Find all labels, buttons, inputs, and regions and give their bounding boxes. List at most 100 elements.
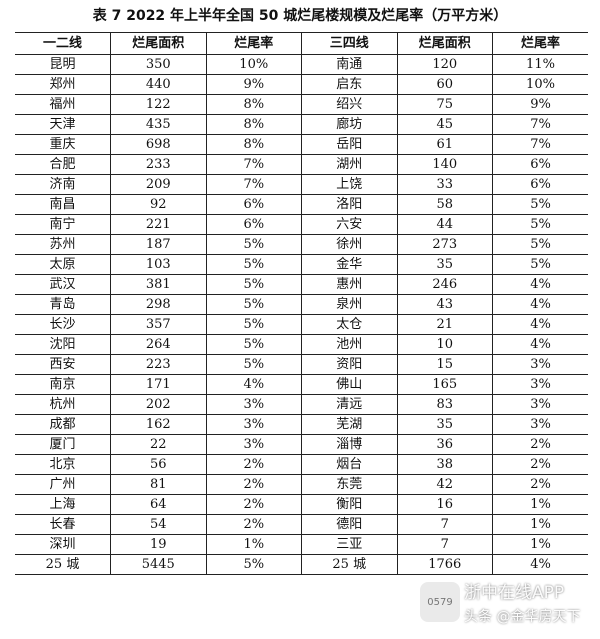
table-row: 深圳 19 1% 三亚 7 1% — [15, 534, 588, 555]
table-cell: 264 — [110, 334, 206, 355]
table-cell: 25 城 — [15, 554, 111, 575]
table-cell: 44 — [396, 214, 493, 235]
table-cell: 3% — [205, 414, 302, 435]
table-cell: 1% — [205, 534, 302, 555]
table-cell: 4% — [492, 274, 588, 295]
table-cell: 171 — [110, 374, 206, 395]
table-cell: 36 — [396, 434, 493, 455]
watermark-line1: 浙中在线APP — [464, 583, 565, 603]
table-cell: 太仓 — [301, 314, 397, 335]
table-row: 长春 54 2% 德阳 7 1% — [15, 514, 588, 535]
table-cell: 3% — [205, 434, 302, 455]
table-cell: 2% — [205, 514, 302, 535]
table-cell: 3% — [492, 354, 588, 375]
table-cell: 5% — [205, 314, 302, 335]
table-cell: 8% — [205, 94, 302, 115]
table-cell: 209 — [110, 174, 206, 195]
table-cell: 2% — [205, 474, 302, 495]
table-cell: 435 — [110, 114, 206, 135]
table-cell: 6% — [492, 154, 588, 175]
table-cell: 22 — [110, 434, 206, 455]
table-cell: 61 — [396, 134, 493, 155]
table-cell: 221 — [110, 214, 206, 235]
table-cell: 42 — [396, 474, 493, 495]
table-cell: 60 — [396, 74, 493, 95]
table-cell: 92 — [110, 194, 206, 215]
table-cell: 南京 — [15, 374, 111, 395]
table-cell: 75 — [396, 94, 493, 115]
table-cell: 7 — [396, 534, 493, 555]
table-cell: 233 — [110, 154, 206, 175]
table-cell: 重庆 — [15, 134, 111, 155]
table-cell: 昆明 — [15, 54, 111, 75]
table-cell: 140 — [396, 154, 493, 175]
table-cell: 南宁 — [15, 214, 111, 235]
table-cell: 440 — [110, 74, 206, 95]
table-cell: 7% — [205, 154, 302, 175]
table-title: 表 7 2022 年上半年全国 50 城烂尾楼规模及烂尾率（万平方米） — [92, 8, 508, 24]
column-header: 烂尾率 — [492, 32, 588, 55]
table-row: 福州 122 8% 绍兴 75 9% — [15, 94, 588, 115]
table-row: 重庆 698 8% 岳阳 61 7% — [15, 134, 588, 155]
column-header: 一二线 — [15, 32, 111, 55]
table-cell: 202 — [110, 394, 206, 415]
table-cell: 上海 — [15, 494, 111, 515]
table-cell: 六安 — [301, 214, 397, 235]
table-cell: 35 — [396, 414, 493, 435]
table-row: 广州 81 2% 东莞 42 2% — [15, 474, 588, 495]
table-cell: 56 — [110, 454, 206, 475]
table-cell: 3% — [492, 414, 588, 435]
table-cell: 223 — [110, 354, 206, 375]
table-cell: 金华 — [301, 254, 397, 275]
table-cell: 7% — [492, 114, 588, 135]
table-cell: 6% — [205, 214, 302, 235]
table-cell: 45 — [396, 114, 493, 135]
table-cell: 1% — [492, 534, 588, 555]
table-cell: 东莞 — [301, 474, 397, 495]
table-cell: 187 — [110, 234, 206, 255]
table-cell: 64 — [110, 494, 206, 515]
table-cell: 1766 — [396, 554, 493, 575]
table-cell: 8% — [205, 134, 302, 155]
table-cell: 广州 — [15, 474, 111, 495]
table-cell: 厦门 — [15, 434, 111, 455]
table-row: 杭州 202 3% 清远 83 3% — [15, 394, 588, 415]
table-cell: 7% — [492, 134, 588, 155]
table-cell: 天津 — [15, 114, 111, 135]
table-cell: 11% — [492, 54, 588, 75]
table-cell: 沈阳 — [15, 334, 111, 355]
table-cell: 深圳 — [15, 534, 111, 555]
table-cell: 3% — [205, 394, 302, 415]
table-cell: 南通 — [301, 54, 397, 75]
table-cell: 15 — [396, 354, 493, 375]
table-cell: 21 — [396, 314, 493, 335]
table-cell: 5% — [492, 214, 588, 235]
table-cell: 2% — [205, 454, 302, 475]
table-cell: 35 — [396, 254, 493, 275]
table-cell: 成都 — [15, 414, 111, 435]
table-cell: 5% — [205, 554, 302, 575]
table-row: 上海 64 2% 衡阳 16 1% — [15, 494, 588, 515]
table-cell: 郑州 — [15, 74, 111, 95]
column-header: 三四线 — [301, 32, 397, 55]
table-cell: 381 — [110, 274, 206, 295]
watermark-logo-icon: 0579 — [420, 582, 460, 622]
table-cell: 16 — [396, 494, 493, 515]
table-cell: 6% — [492, 174, 588, 195]
table-cell: 4% — [492, 334, 588, 355]
table-cell: 5% — [205, 294, 302, 315]
table-cell: 6% — [205, 194, 302, 215]
table-cell: 162 — [110, 414, 206, 435]
table-row: 南宁 221 6% 六安 44 5% — [15, 214, 588, 235]
table-cell: 3% — [492, 394, 588, 415]
table-row: 济南 209 7% 上饶 33 6% — [15, 174, 588, 195]
table-cell: 273 — [396, 234, 493, 255]
table-cell: 长春 — [15, 514, 111, 535]
table-cell: 10% — [205, 54, 302, 75]
table-cell: 5% — [492, 234, 588, 255]
table-cell: 佛山 — [301, 374, 397, 395]
table-row: 合肥 233 7% 湖州 140 6% — [15, 154, 588, 175]
table-cell: 5% — [205, 254, 302, 275]
table-cell: 350 — [110, 54, 206, 75]
watermark-line2: 头条 @金华房天下 — [464, 609, 581, 625]
